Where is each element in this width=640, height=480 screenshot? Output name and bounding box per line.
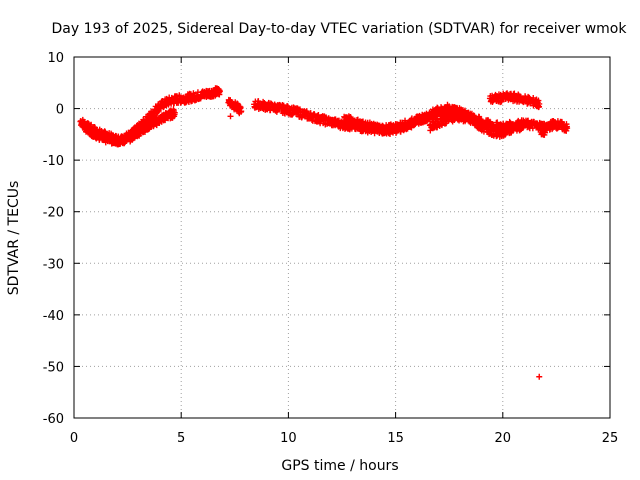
data-point (171, 109, 178, 116)
x-tick-label: 25 (602, 431, 619, 446)
data-point (238, 108, 245, 115)
y-tick-label: 10 (47, 51, 64, 66)
data-point (387, 131, 394, 138)
y-axis-label: SDTVAR / TECUs (6, 181, 22, 296)
y-tick-label: -40 (43, 309, 64, 324)
y-tick-label: -50 (43, 360, 64, 375)
x-tick-label: 15 (387, 431, 404, 446)
x-tick-label: 5 (177, 431, 185, 446)
data-point (255, 98, 262, 105)
data-point (521, 122, 528, 129)
data-point (284, 103, 291, 110)
grid-lines (74, 57, 610, 418)
x-tick-label: 20 (495, 431, 512, 446)
y-axis-ticks: 10 0 -10 -20 -30 -40 -50 -60 (43, 51, 610, 427)
y-tick-label: -20 (43, 206, 64, 221)
data-point (89, 125, 96, 132)
data-point (227, 113, 234, 120)
data-points (77, 85, 571, 380)
data-point (216, 88, 223, 95)
data-point (536, 100, 543, 107)
y-tick-label: 0 (56, 103, 64, 118)
plot-frame (73, 56, 611, 419)
data-point (536, 373, 543, 380)
y-tick-label: -10 (43, 154, 64, 169)
x-tick-label: 0 (70, 431, 78, 446)
y-tick-label: -60 (43, 412, 64, 427)
data-point (511, 90, 518, 97)
data-point (260, 98, 267, 105)
x-axis-ticks: 0 5 10 15 20 25 (70, 57, 618, 446)
data-point (535, 97, 542, 104)
y-tick-label: -30 (43, 257, 64, 272)
data-point (564, 125, 571, 132)
x-axis-label: GPS time / hours (281, 458, 398, 474)
chart-title: Day 193 of 2025, Sidereal Day-to-day VTE… (52, 21, 628, 37)
x-tick-label: 10 (280, 431, 297, 446)
